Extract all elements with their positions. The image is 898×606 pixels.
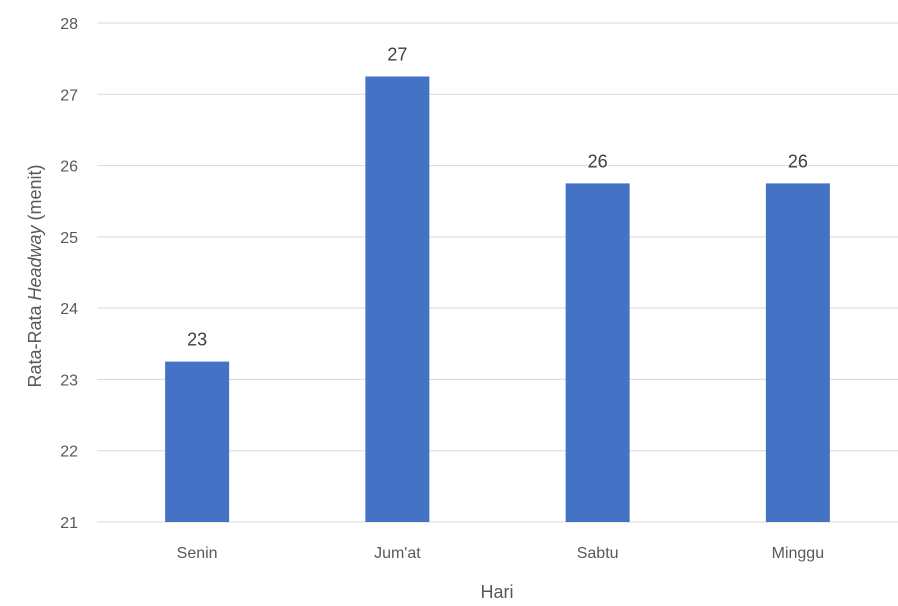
y-axis-title: Rata-Rata Headway (menit) [25,164,45,387]
y-tick-label: 24 [60,301,78,318]
gridlines [97,22,898,523]
y-tick-label: 27 [60,87,78,104]
y-tick-label: 25 [60,230,78,247]
data-labels: 23 27 26 26 [187,44,808,349]
y-tick-label: 22 [60,444,78,461]
y-axis-ticks: 21 22 23 24 25 26 27 28 [60,16,78,532]
y-axis-title-prefix: Rata-Rata [25,301,45,388]
x-tick-label: Sabtu [577,545,619,562]
x-tick-label: Jum'at [374,545,421,562]
y-axis-title-suffix: (menit) [25,164,45,225]
y-tick-label: 28 [60,16,78,33]
data-label: 23 [187,330,207,350]
bars [165,76,830,522]
data-label: 26 [588,151,608,171]
y-tick-label: 26 [60,159,78,176]
x-tick-label: Senin [177,545,218,562]
bar [365,76,430,522]
bar [765,183,830,522]
y-tick-label: 23 [60,372,78,389]
x-axis-title: Hari [480,582,513,602]
y-tick-label: 21 [60,515,78,532]
data-label: 26 [788,151,808,171]
bar [565,183,630,522]
x-axis-ticks: Senin Jum'at Sabtu Minggu [177,545,824,562]
data-label: 27 [387,44,407,64]
bar [165,361,230,522]
y-axis-title-italic: Headway [25,224,45,300]
x-tick-label: Minggu [772,545,824,562]
